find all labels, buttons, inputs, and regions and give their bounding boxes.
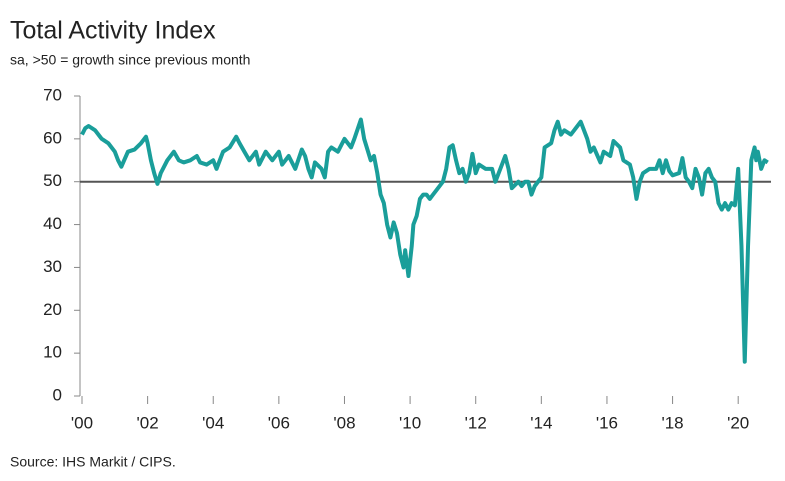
y-tick-label: 70 (43, 85, 62, 104)
x-tick-label: '16 (596, 413, 618, 432)
x-tick-label: '08 (333, 413, 355, 432)
y-tick-label: 0 (53, 385, 62, 404)
y-tick-label: 20 (43, 300, 62, 319)
y-tick-label: 40 (43, 214, 62, 233)
y-tick-label: 50 (43, 171, 62, 190)
y-tick-label: 30 (43, 257, 62, 276)
x-tick-label: '00 (71, 413, 93, 432)
x-tick-label: '14 (530, 413, 552, 432)
x-tick-label: '04 (202, 413, 224, 432)
data-line (80, 117, 769, 364)
y-tick-label: 10 (43, 343, 62, 362)
x-tick-label: '10 (399, 413, 421, 432)
x-tick-label: '02 (137, 413, 159, 432)
x-tick-label: '06 (268, 413, 290, 432)
x-tick-label: '20 (727, 413, 749, 432)
chart-title: Total Activity Index (10, 17, 216, 45)
x-tick-label: '12 (465, 413, 487, 432)
x-tick-label: '18 (661, 413, 683, 432)
chart-subtitle: sa, >50 = growth since previous month (10, 52, 250, 68)
source-note: Source: IHS Markit / CIPS. (10, 454, 176, 470)
y-tick-label: 60 (43, 128, 62, 147)
